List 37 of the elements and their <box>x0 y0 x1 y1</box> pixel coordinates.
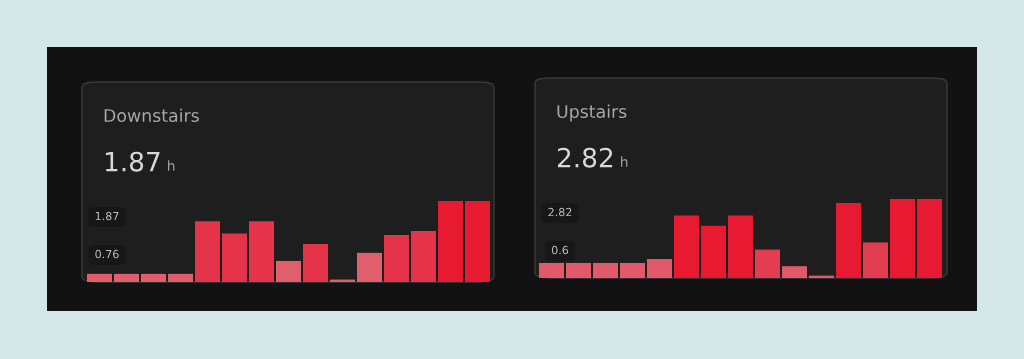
bar <box>465 201 490 282</box>
bar <box>701 225 726 278</box>
bar <box>168 273 193 282</box>
bar <box>674 215 699 278</box>
bar <box>755 249 780 278</box>
bar <box>647 259 672 278</box>
annotation: 2.82 <box>548 207 572 217</box>
bar <box>890 199 915 278</box>
bar <box>917 199 942 278</box>
bar <box>384 235 409 282</box>
bar <box>357 252 382 282</box>
bar <box>782 266 807 278</box>
bar <box>620 262 645 278</box>
bar <box>438 201 463 282</box>
chart-title: Upstairs <box>557 104 627 122</box>
bar <box>87 273 112 282</box>
bar <box>114 273 139 282</box>
annotation: 1.87 <box>95 211 119 221</box>
annotation: 0.76 <box>95 249 119 259</box>
text: h <box>168 160 175 171</box>
bar <box>863 242 888 278</box>
bar <box>566 262 591 278</box>
bar <box>411 230 436 282</box>
bar <box>593 262 618 278</box>
bar <box>728 215 753 278</box>
text: 1.87 <box>105 151 160 172</box>
text: h <box>621 156 628 167</box>
bar <box>249 221 274 282</box>
bar <box>276 260 301 282</box>
bar <box>303 243 328 282</box>
bar <box>836 202 861 278</box>
text: 2.82 <box>557 147 613 168</box>
bar <box>222 233 247 282</box>
bar <box>141 273 166 282</box>
chart-title: Downstairs <box>104 108 199 123</box>
annotation: 0.6 <box>551 245 569 255</box>
bar <box>195 221 220 282</box>
